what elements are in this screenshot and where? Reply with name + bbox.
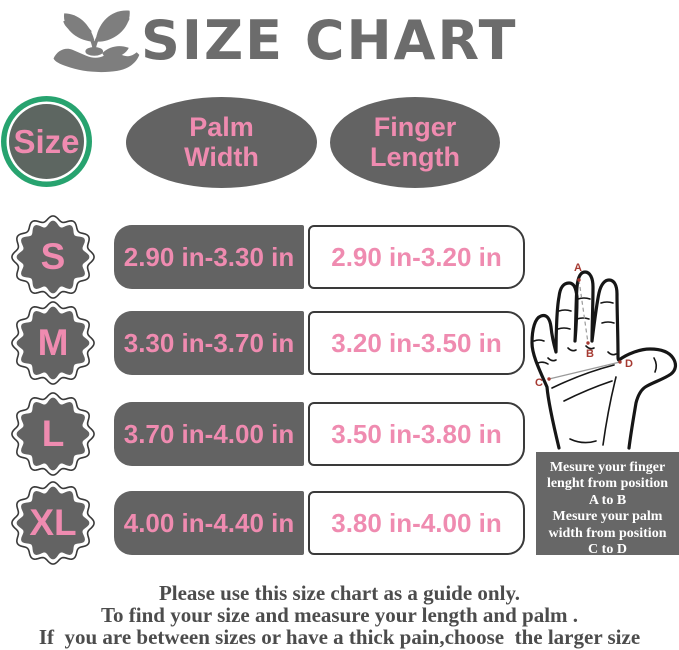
instruction-line: lenght from position xyxy=(546,476,669,492)
size-badge-m: M xyxy=(11,301,95,385)
size-badge-label: S xyxy=(40,236,66,277)
palm-width-label-line1: Palm xyxy=(189,112,254,143)
label-a: A xyxy=(574,262,582,274)
instruction-line: C to D xyxy=(588,542,627,558)
scallop-badge-icon xyxy=(11,481,95,565)
instruction-line: A to B xyxy=(588,492,627,508)
measurement-instructions: Mesure your finger lenght from position … xyxy=(536,452,679,558)
finger-length-label-line2: Length xyxy=(370,141,460,172)
column-header-palm-width: Palm Width xyxy=(126,97,317,188)
hand-plant-logo-icon xyxy=(53,10,140,73)
table-row: 3.70 in-4.00 in 3.50 in-3.80 in xyxy=(114,402,525,466)
palm-width-value: 3.30 in-3.70 in xyxy=(114,311,304,375)
scallop-badge-icon xyxy=(11,392,95,476)
table-row: 2.90 in-3.30 in 2.90 in-3.20 in xyxy=(114,225,525,289)
footer-line: Please use this size chart as a guide on… xyxy=(158,581,521,605)
finger-length-value: 3.80 in-4.00 in xyxy=(308,491,525,555)
size-badge-xl: XL xyxy=(11,481,95,565)
hand-crease-lines xyxy=(533,297,658,446)
label-c: C xyxy=(535,377,543,389)
scallop-badge-icon xyxy=(11,301,95,385)
finger-length-value: 3.20 in-3.50 in xyxy=(308,311,525,375)
size-badge-label: M xyxy=(37,322,69,363)
footer-note: Please use this size chart as a guide on… xyxy=(0,582,679,648)
palm-width-line-c-d xyxy=(548,361,621,380)
footer-line: To find your size and measure your lengt… xyxy=(100,603,579,627)
finger-length-value: 3.50 in-3.80 in xyxy=(308,402,525,466)
size-badge-label: L xyxy=(41,413,65,454)
table-row: 4.00 in-4.40 in 3.80 in-4.00 in xyxy=(114,491,525,555)
size-badge-l: L xyxy=(11,392,95,476)
label-b: B xyxy=(586,348,594,360)
measurement-lines xyxy=(548,279,621,380)
size-header-label: Size xyxy=(13,122,80,160)
palm-width-label-line2: Width xyxy=(184,141,259,172)
footer-line: If you are between sizes or have a thick… xyxy=(38,625,641,649)
palm-width-value: 3.70 in-4.00 in xyxy=(114,402,304,466)
hand-outline xyxy=(530,270,678,450)
size-badge-s: S xyxy=(11,215,95,299)
column-header-finger-length: Finger Length xyxy=(330,97,500,188)
scallop-badge-icon xyxy=(11,215,95,299)
palm-width-value: 4.00 in-4.40 in xyxy=(114,491,304,555)
table-row: 3.30 in-3.70 in 3.20 in-3.50 in xyxy=(114,311,525,375)
instruction-line: width from position xyxy=(548,525,667,541)
column-header-size: Size xyxy=(1,96,92,187)
hand-measurement-diagram: A B C D xyxy=(530,262,678,450)
size-badge-label: XL xyxy=(29,502,77,543)
page-title: SIZE CHART xyxy=(141,8,518,72)
measurement-markers: A B C D xyxy=(535,262,633,389)
palm-width-value: 2.90 in-3.30 in xyxy=(114,225,304,289)
finger-length-line-a-b xyxy=(578,279,589,344)
finger-length-value: 2.90 in-3.20 in xyxy=(308,225,525,289)
instruction-line: Mesure your finger xyxy=(549,460,666,475)
finger-length-label-line1: Finger xyxy=(373,112,457,143)
instruction-line: Mesure your palm xyxy=(552,509,663,525)
label-d: D xyxy=(625,358,633,370)
